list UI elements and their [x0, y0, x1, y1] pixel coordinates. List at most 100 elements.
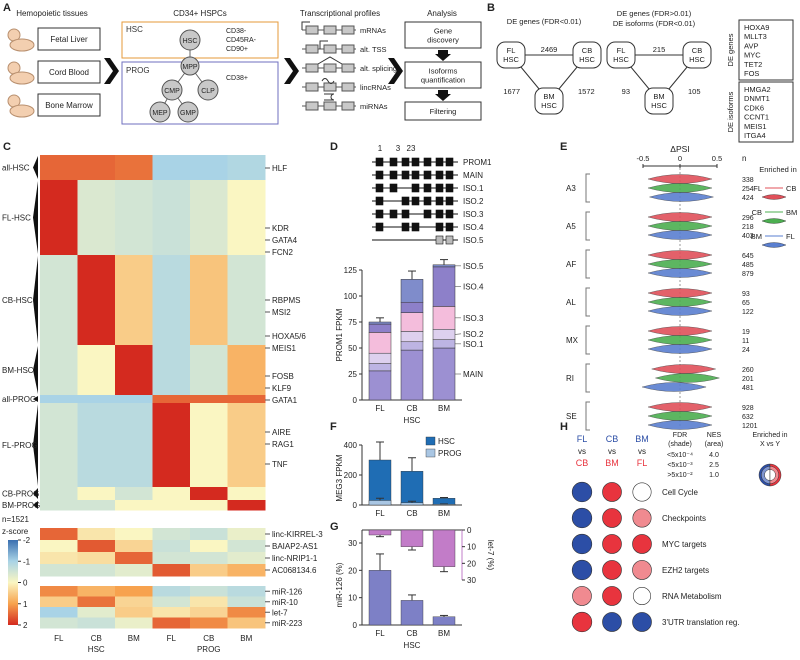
label: ITGA4	[744, 131, 766, 140]
label: BM	[438, 509, 450, 518]
label: BM	[635, 434, 649, 444]
event-bracket	[585, 173, 590, 203]
exon	[411, 170, 420, 180]
violin	[650, 364, 717, 374]
heatmap-cell	[227, 487, 266, 501]
leader-line	[454, 333, 462, 335]
exon	[445, 222, 454, 232]
cell	[180, 56, 200, 76]
heatmap-cell	[77, 395, 116, 404]
heatmap-cell	[227, 345, 266, 396]
label: PROG	[438, 449, 462, 458]
label: CB	[786, 184, 796, 193]
heatmap-cell	[190, 155, 228, 181]
label: FCN2	[272, 248, 293, 257]
label: CD90+	[226, 46, 248, 53]
label: DE genes (FDR<0.01)	[507, 17, 582, 26]
label: MYC targets	[662, 540, 706, 549]
baby-body	[9, 71, 35, 85]
cell	[197, 79, 219, 101]
heatmap-cell	[152, 487, 191, 501]
label: FL	[786, 232, 795, 241]
label: alt. splicing	[360, 64, 397, 73]
heatmap-cell	[152, 395, 191, 404]
bar	[400, 529, 424, 547]
label: 125	[344, 266, 358, 275]
exon	[375, 170, 384, 180]
label: 50	[348, 344, 357, 353]
exon	[435, 196, 444, 206]
exon	[389, 157, 398, 167]
heatmap-cell	[190, 487, 228, 501]
label: CB	[606, 434, 619, 444]
gene-list-box	[738, 81, 794, 143]
label: FL	[54, 634, 64, 643]
label: CB	[91, 634, 102, 643]
label: 296	[742, 215, 754, 222]
legend-violin	[761, 218, 787, 224]
enrichment-dot	[632, 482, 652, 502]
enrichment-dot	[602, 482, 622, 502]
heatmap-cell	[152, 403, 191, 488]
violin	[647, 183, 713, 193]
heatmap-cell	[152, 528, 191, 541]
cell-node	[644, 87, 674, 115]
heatmap-cell	[152, 552, 191, 565]
label: 122	[742, 309, 754, 316]
label: CB-HSC	[2, 296, 33, 305]
panel-label: H	[560, 421, 568, 433]
bar	[400, 502, 424, 506]
label: 424	[742, 195, 754, 202]
exon	[435, 222, 444, 232]
enrichment-dot	[602, 612, 622, 632]
label: Fetal Liver	[50, 35, 88, 44]
violin	[654, 373, 721, 383]
label: 1	[23, 600, 28, 609]
heatmap-cell	[152, 586, 191, 597]
label: CD45RA-	[226, 37, 257, 44]
heatmap-cell	[115, 345, 153, 396]
heatmap-cell	[77, 500, 116, 511]
heatmap-cell	[115, 500, 153, 511]
exon	[341, 101, 355, 111]
down-arrow	[435, 50, 451, 61]
tss-arrow	[319, 40, 328, 49]
heatmap-cell	[77, 155, 116, 181]
violin	[647, 221, 713, 231]
exon	[401, 196, 410, 206]
exon	[323, 25, 337, 35]
bar-segment	[400, 331, 424, 343]
exon	[375, 157, 384, 167]
group-bracket	[33, 256, 38, 344]
label: 1.0	[709, 472, 719, 479]
exon	[375, 196, 384, 206]
cell	[177, 101, 199, 123]
label: MSI2	[272, 308, 291, 317]
heatmap-cell	[227, 540, 266, 553]
exon	[401, 157, 410, 167]
heatmap-cell	[115, 540, 153, 553]
bar-segment	[400, 279, 424, 303]
heatmap-cell	[115, 617, 153, 629]
enrichment-dot	[632, 508, 652, 528]
label: 338	[742, 177, 754, 184]
label: PROG	[126, 66, 150, 75]
label: A5	[566, 222, 576, 231]
label: 400	[344, 441, 358, 450]
label: vs	[638, 447, 646, 456]
label: 25	[348, 370, 357, 379]
panel-label: D	[330, 141, 338, 153]
exon	[323, 44, 337, 54]
label: 10	[467, 543, 476, 552]
exon	[435, 170, 444, 180]
heatmap-cell	[77, 596, 116, 608]
count: 1572	[578, 87, 595, 96]
heatmap-cell	[227, 564, 266, 577]
group-bracket	[33, 396, 38, 402]
label: KDR	[272, 224, 289, 233]
label: FOSB	[272, 372, 294, 381]
isoform-name: ISO.3	[463, 210, 484, 219]
heatmap-cell	[190, 617, 228, 629]
label: CB	[203, 634, 214, 643]
